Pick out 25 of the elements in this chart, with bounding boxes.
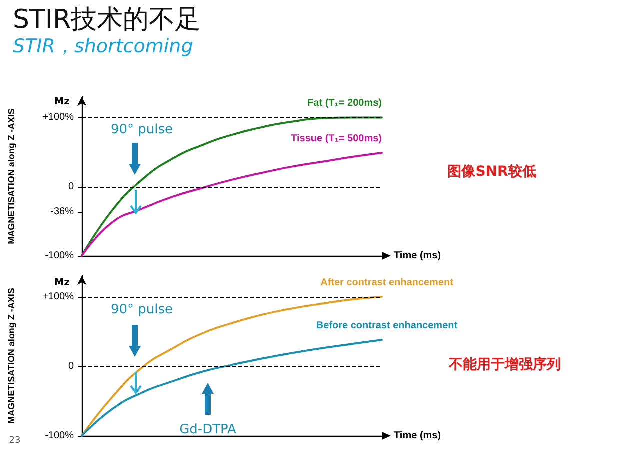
series-label: Fat (T₁= 200ms)	[308, 98, 382, 110]
series-label: Before contrast enhancement	[316, 320, 458, 332]
y-tick-label: 0	[68, 360, 74, 372]
series-label: After contrast enhancement	[320, 277, 454, 288]
y-tick-label: 0	[68, 181, 74, 192]
y-tick-label: -36%	[50, 206, 74, 218]
x-axis-title: Time (ms)	[394, 250, 442, 262]
text: Mz	[54, 278, 70, 288]
y-tick-label: +100%	[42, 291, 74, 302]
x-axis-title: Time (ms)	[394, 430, 442, 442]
y-tick-label: -100%	[45, 430, 74, 442]
annotation: 90° pulse	[110, 122, 174, 138]
text: Mz	[54, 96, 70, 108]
chart-subtitle: STIR，shortcoming	[13, 36, 194, 58]
y-tick-label: -100%	[45, 250, 74, 262]
y-tick-label: +100%	[42, 112, 74, 124]
text: 23	[9, 436, 21, 446]
y-axis-title: MAGNETISATION along Z -AXIS	[6, 288, 16, 424]
series-label: Tissue (T₁= 500ms)	[291, 133, 382, 144]
y-axis-title: MAGNETISATION along Z -AXIS	[6, 108, 16, 244]
chart-title: STIR技术的不足	[13, 5, 202, 35]
text: 图像SNR较低	[448, 164, 536, 180]
annotation: Gd-DTPA	[180, 422, 237, 438]
annotation: 90° pulse	[110, 302, 174, 318]
text: 不能用于增强序列	[448, 356, 561, 373]
